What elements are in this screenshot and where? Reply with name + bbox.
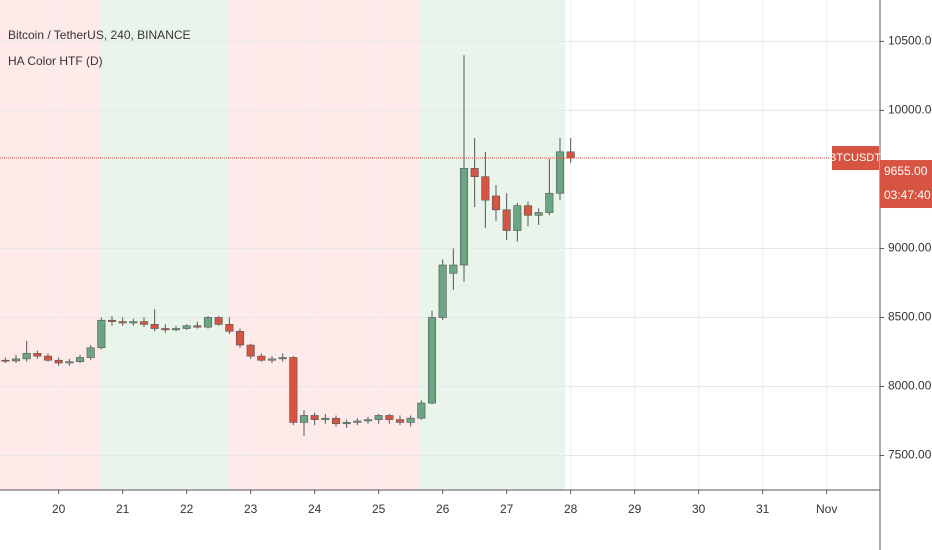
x-tick-label: 27 [500, 502, 514, 516]
candle-body [182, 325, 191, 329]
ha-color-region [419, 0, 566, 490]
candle-body [1, 359, 10, 362]
candle-body [54, 359, 63, 364]
candle-body [246, 344, 255, 357]
candle-body [214, 317, 223, 325]
candle-body [363, 419, 373, 422]
candle-body [417, 402, 426, 419]
candle-body [193, 325, 202, 328]
candle-body [65, 361, 74, 364]
candle-body [513, 205, 522, 231]
candle-body [299, 415, 309, 423]
candle-body [203, 317, 213, 328]
candle-body [555, 151, 565, 194]
x-tick-label: 23 [244, 502, 258, 516]
x-tick-label: 28 [564, 502, 578, 516]
candle-body [395, 419, 405, 423]
candle-body [22, 353, 31, 360]
x-tick-label: 30 [692, 502, 706, 516]
candle-body [321, 417, 330, 420]
x-tick-label: 25 [372, 502, 386, 516]
candle-body [545, 192, 554, 213]
candle-body [129, 321, 138, 324]
x-tick-label: 22 [180, 502, 194, 516]
candle-body [534, 212, 543, 216]
indicator-name: HA Color HTF (D) [8, 54, 103, 68]
symbol-label: BTCUSDT [829, 152, 881, 164]
candle-body [470, 168, 479, 177]
x-tick-label: Nov [816, 502, 837, 516]
y-tick-label: 7500.00 [888, 448, 932, 462]
candle-body [86, 347, 95, 358]
candle-body [481, 176, 490, 201]
y-tick-label: 9000.00 [888, 241, 932, 255]
candle-body [161, 328, 170, 331]
candle-body [353, 420, 362, 423]
candle-body [33, 353, 42, 357]
candle-body [449, 264, 458, 274]
candle-body [171, 328, 181, 331]
ha-color-region [229, 0, 420, 490]
candle-body [523, 205, 533, 216]
y-tick-label: 8000.00 [888, 379, 932, 393]
candle-body [459, 168, 469, 266]
x-tick-label: 31 [756, 502, 770, 516]
ha-color-region [0, 0, 102, 490]
candle-body [427, 317, 437, 404]
candle-body [75, 357, 85, 362]
candle-body [107, 319, 117, 322]
candle-body [438, 264, 447, 318]
price-label: 9655.00 [884, 164, 928, 178]
y-tick-label: 8500.00 [888, 310, 932, 324]
x-tick-label: 24 [308, 502, 322, 516]
candle-body [406, 417, 415, 423]
candle-body [235, 330, 245, 346]
candle-body [267, 358, 277, 361]
candle-body [385, 415, 394, 420]
candle-body [257, 355, 266, 361]
candle-body [278, 357, 287, 360]
y-tick-label: 10500.00 [888, 34, 932, 48]
candle-body [310, 415, 319, 420]
candle-body [97, 319, 106, 349]
candle-body [43, 355, 53, 361]
candle-body [118, 321, 127, 324]
candle-body [331, 417, 341, 425]
price-badge [880, 160, 932, 209]
candle-body [566, 151, 575, 159]
x-tick-label: 26 [436, 502, 450, 516]
candle-body [342, 422, 351, 425]
x-tick-label: 21 [116, 502, 130, 516]
y-tick-label: 10000.00 [888, 103, 932, 117]
ha-color-region [101, 0, 230, 490]
candle-body [289, 357, 298, 423]
candle-body [139, 321, 149, 325]
x-tick-label: 29 [628, 502, 642, 516]
candle-body [491, 195, 501, 211]
chart-title: Bitcoin / TetherUS, 240, BINANCE [8, 28, 191, 42]
countdown-label: 03:47:40 [884, 188, 931, 202]
x-tick-label: 20 [52, 502, 66, 516]
candle-body [225, 324, 234, 332]
candle-body [374, 415, 383, 420]
candle-body [11, 358, 21, 362]
candle-body [150, 324, 159, 329]
symbol-badge [832, 146, 879, 171]
candle-body [502, 209, 511, 231]
